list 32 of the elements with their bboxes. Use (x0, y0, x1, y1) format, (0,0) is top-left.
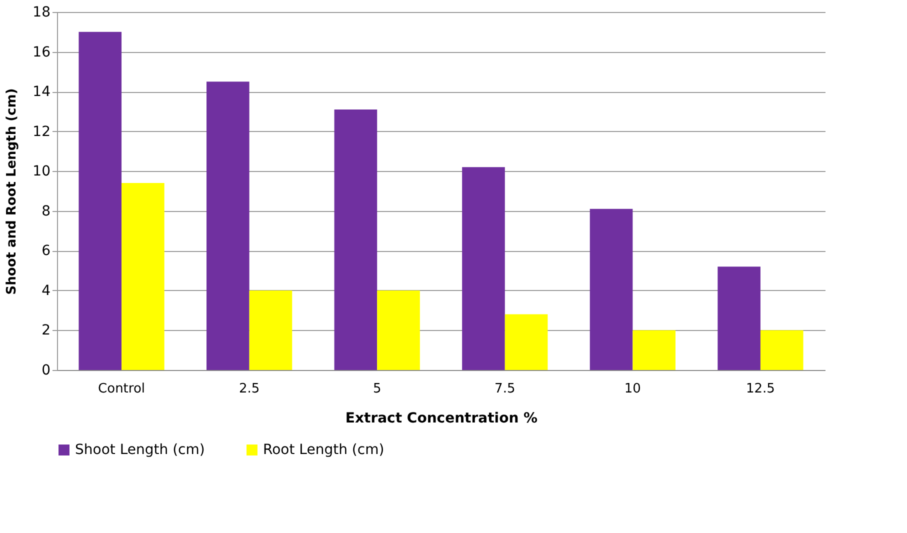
y-tick-label: 8 (42, 203, 50, 220)
legend-label: Root Length (cm) (263, 442, 384, 458)
y-tick-label: 4 (42, 282, 51, 299)
x-tick-label: 12.5 (746, 382, 775, 396)
y-tick-label: 10 (32, 164, 50, 180)
x-tick-label: 5 (372, 382, 382, 396)
y-tick-label: 0 (42, 362, 50, 378)
bar (334, 109, 378, 370)
y-tick-label: 16 (32, 44, 51, 60)
y-axis-title: Shoot and Root Length (cm) (4, 88, 20, 295)
x-tick-label: 10 (624, 382, 641, 396)
bar (590, 208, 633, 370)
bar (249, 290, 292, 370)
bar (632, 330, 676, 370)
x-tick-label: 7.5 (494, 382, 516, 396)
bar (718, 266, 760, 370)
legend-label: Shoot Length (cm) (75, 442, 205, 458)
y-tick-label: 6 (42, 243, 51, 260)
y-tick-label: 12 (32, 124, 50, 140)
x-tick-label: 2.5 (238, 382, 260, 396)
x-axis-title: Extract Concentration % (345, 410, 538, 426)
bar (78, 32, 122, 370)
y-tick-label: 14 (32, 84, 51, 100)
bar (206, 82, 250, 370)
bar (122, 183, 164, 370)
y-tick-label: 18 (32, 4, 50, 20)
x-tick-label: Control (98, 382, 146, 396)
bar (504, 314, 548, 370)
bar (462, 167, 505, 370)
bar (760, 330, 804, 370)
y-tick-label: 2 (42, 322, 50, 339)
bar (377, 290, 420, 370)
